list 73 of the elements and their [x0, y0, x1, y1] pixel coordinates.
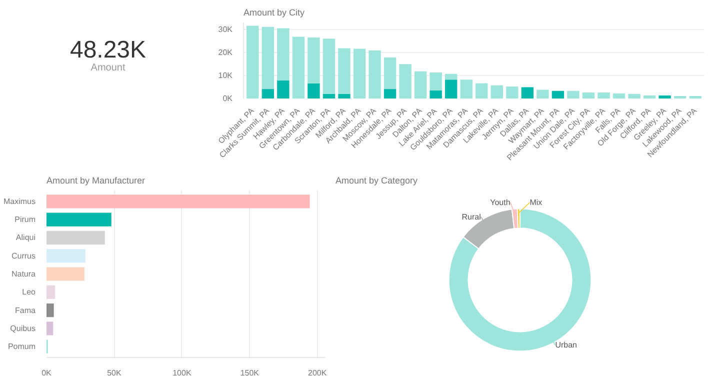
bar [322, 38, 336, 94]
y-tick-label: 10K [218, 70, 234, 80]
bar [353, 48, 366, 98]
bar [246, 26, 259, 98]
x-tick-label: 200K [308, 368, 328, 378]
y-tick-label: Pirum [14, 215, 36, 224]
y-tick-label: Aliqui [16, 233, 36, 242]
bar [46, 267, 84, 281]
y-tick-label: Leo [22, 288, 36, 297]
x-tick-label: 100K [172, 368, 192, 378]
y-tick-label: Natura [11, 270, 36, 278]
x-tick-label: 50K [107, 368, 122, 378]
bar [46, 212, 112, 226]
bar [643, 96, 656, 98]
bar [628, 94, 640, 98]
x-tick-label: 0K [42, 368, 52, 378]
bar [368, 50, 381, 98]
bar [674, 96, 686, 98]
bar [292, 36, 305, 98]
bar [552, 90, 564, 98]
slice-label: Urban [555, 340, 577, 350]
bar [322, 94, 336, 98]
bar [490, 85, 504, 98]
y-tick-label: Fama [15, 306, 36, 315]
bar [598, 92, 610, 98]
bar [689, 96, 702, 98]
bar [612, 93, 626, 98]
bar [46, 303, 54, 318]
y-tick-label: 0K [222, 94, 234, 103]
bar [658, 96, 671, 98]
bar [277, 28, 290, 81]
slice-label: Mix [530, 198, 542, 207]
bar [414, 71, 427, 98]
slice-label: Rural [462, 212, 482, 222]
bar [262, 26, 274, 90]
slice-label: Youth [490, 198, 510, 207]
text: 48.23K [70, 36, 146, 64]
y-tick-label: Currus [11, 251, 36, 260]
bar [567, 90, 580, 98]
bar [46, 249, 86, 263]
bar [384, 58, 396, 90]
y-tick-label: Maximus [3, 196, 36, 206]
bar [521, 87, 534, 98]
bar [46, 230, 105, 245]
bar [476, 83, 488, 98]
bar [262, 89, 274, 98]
bar [536, 90, 549, 98]
bar [46, 194, 310, 208]
bar [460, 80, 472, 98]
bar [444, 74, 458, 80]
x-tick-label: 150K [240, 368, 260, 378]
text: Amount [90, 62, 126, 74]
chart-title: Amount by City [244, 8, 306, 18]
bar [444, 80, 458, 98]
bar [399, 64, 412, 98]
y-tick-label: 30K [218, 24, 234, 34]
bar [430, 72, 442, 90]
y-tick-label: 20K [218, 48, 234, 57]
bar [277, 80, 290, 98]
bar [308, 37, 320, 84]
bar [338, 94, 350, 98]
bar [430, 90, 442, 98]
bar [46, 285, 56, 299]
bar [582, 92, 595, 98]
chart-title: Amount by Manufacturer [46, 176, 146, 186]
bar [338, 48, 350, 94]
bar [506, 86, 518, 98]
y-tick-label: Quibus [10, 324, 36, 333]
bar [384, 89, 396, 98]
text: Amount by Category [336, 176, 418, 186]
y-tick-label: Pomum [8, 342, 36, 352]
bar [46, 322, 54, 336]
bar [308, 83, 320, 98]
